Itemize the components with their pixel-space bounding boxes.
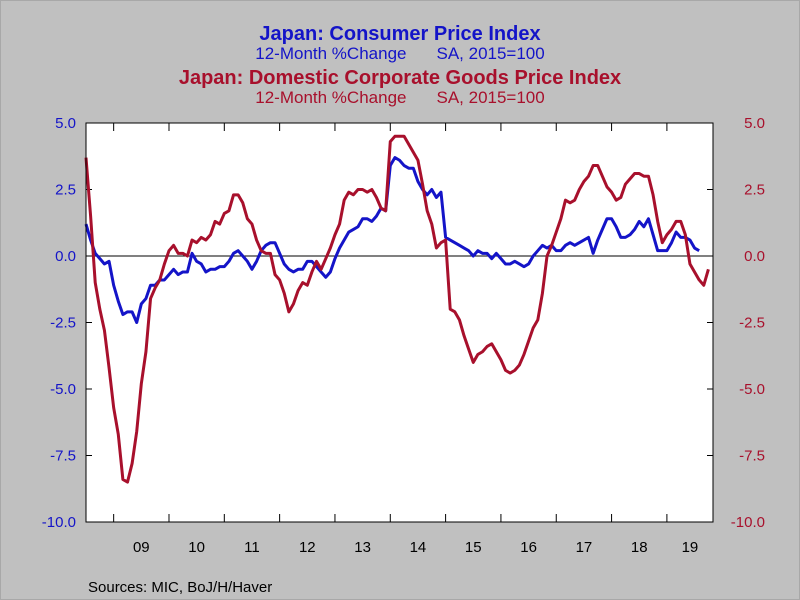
cgpi-subtitle-measure: 12-Month %Change: [255, 88, 407, 107]
y-tick-label-left: -5.0: [50, 381, 76, 398]
x-tick-label: 16: [520, 539, 537, 556]
x-tick-label: 19: [682, 539, 699, 556]
y-tick-label-right: 5.0: [744, 115, 765, 132]
cgpi-subtitle-basis: SA, 2015=100: [436, 88, 545, 107]
plot-border: [85, 122, 714, 523]
y-tick-label-left: 0.0: [55, 248, 76, 265]
y-tick-label-right: -5.0: [739, 381, 765, 398]
cpi-series-line: [84, 156, 700, 324]
x-tick-label: 10: [188, 539, 205, 556]
cgpi-title: Japan: Domestic Corporate Goods Price In…: [178, 67, 622, 89]
x-tick-label: 15: [465, 539, 482, 556]
y-tick-label-right: -10.0: [731, 514, 765, 531]
y-tick-label-left: -7.5: [50, 448, 76, 465]
x-tick-label: 09: [133, 539, 150, 556]
cpi-subtitle-measure: 12-Month %Change: [255, 44, 407, 63]
x-tick-label: 13: [354, 539, 371, 556]
x-tick-label: 12: [299, 539, 316, 556]
x-tick-label: 18: [631, 539, 648, 556]
y-tick-label-right: 2.5: [744, 182, 765, 199]
y-tick-label-right: -2.5: [739, 315, 765, 332]
x-tick-label: 14: [410, 539, 427, 556]
x-tick-label: 17: [576, 539, 593, 556]
y-tick-label-left: 2.5: [55, 182, 76, 199]
x-tick-label: 11: [244, 539, 260, 556]
cpi-title: Japan: Consumer Price Index: [259, 23, 541, 45]
y-tick-label-right: -7.5: [739, 448, 765, 465]
cpi-subtitle: 12-Month %Change SA, 2015=100: [0, 45, 800, 62]
source-note: Sources: MIC, BoJ/H/Haver: [88, 579, 273, 596]
plot-area: [85, 122, 714, 523]
cgpi-series-line: [84, 134, 710, 484]
y-tick-label-left: -2.5: [50, 315, 76, 332]
cpi-subtitle-basis: SA, 2015=100: [436, 44, 545, 63]
y-tick-label-left: 5.0: [55, 115, 76, 132]
y-tick-label-left: -10.0: [42, 514, 76, 531]
cgpi-subtitle: 12-Month %Change SA, 2015=100: [0, 89, 800, 106]
y-tick-label-right: 0.0: [744, 248, 765, 265]
